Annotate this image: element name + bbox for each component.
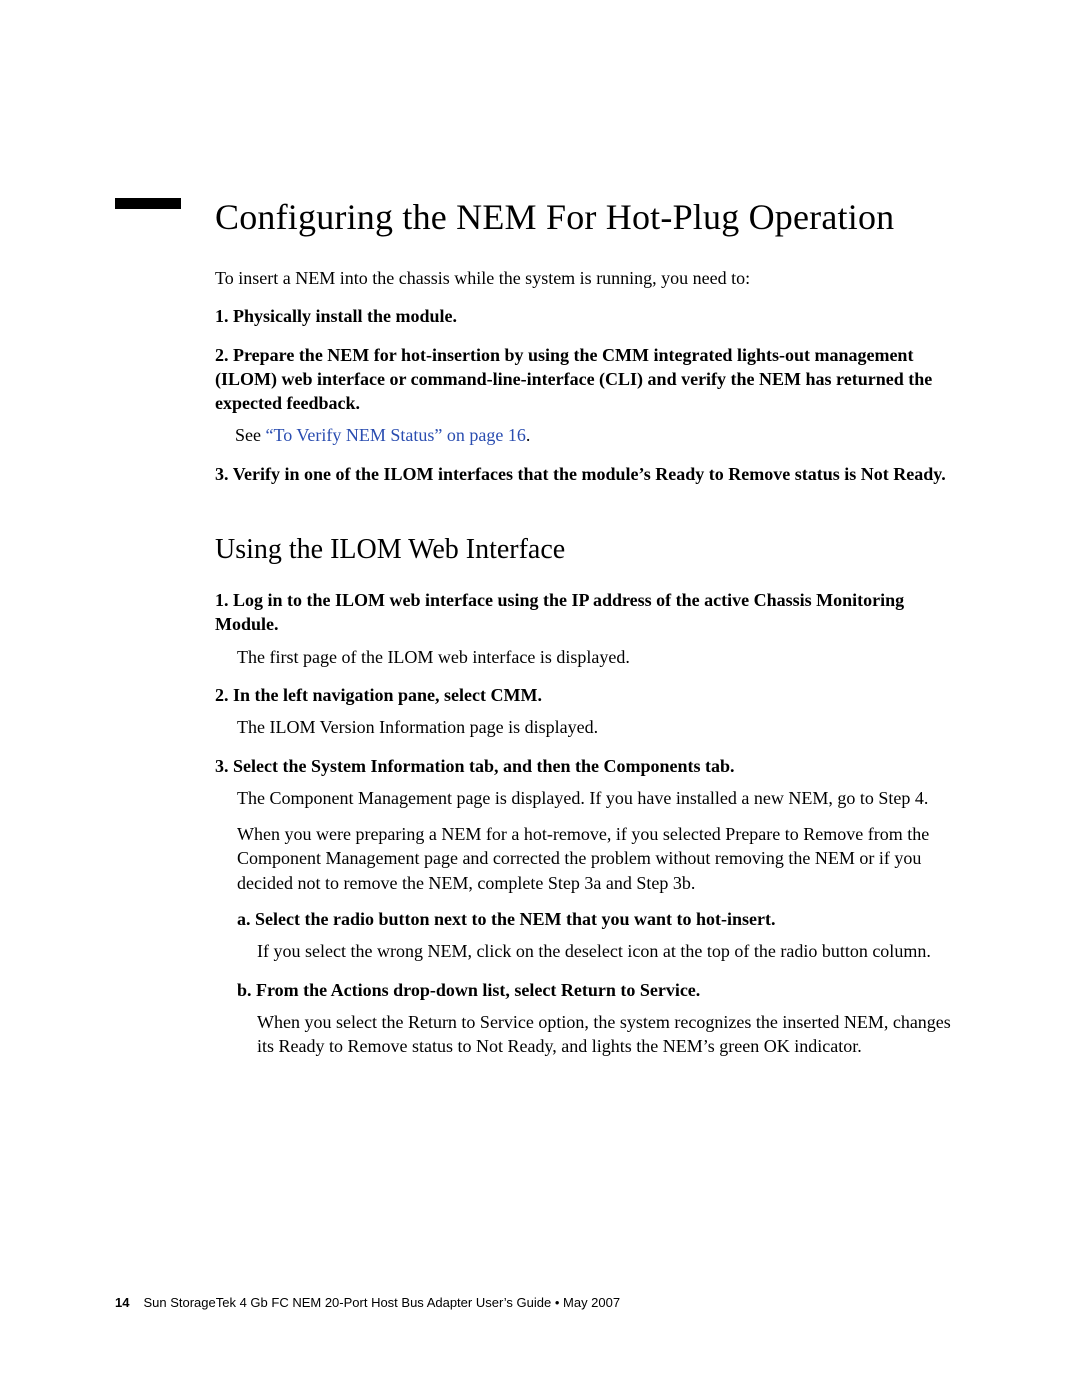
see-suffix: . (526, 425, 531, 445)
section-subheading: Using the ILOM Web Interface (215, 534, 960, 566)
cross-reference-link[interactable]: “To Verify NEM Status” on page 16 (266, 425, 526, 445)
web-step-1: Log in to the ILOM web interface using t… (215, 588, 960, 669)
web-step-3-desc2: When you were preparing a NEM for a hot-… (237, 822, 960, 895)
web-substep-b: From the Actions drop-down list, select … (237, 978, 960, 1059)
web-step-list: Log in to the ILOM web interface using t… (215, 588, 960, 1058)
page-number: 14 (115, 1295, 129, 1310)
web-step-2: In the left navigation pane, select CMM.… (215, 683, 960, 740)
main-step-2-text: Prepare the NEM for hot-insertion by usi… (215, 345, 932, 414)
web-step-3-desc1: The Component Management page is display… (237, 786, 960, 810)
web-substep-b-head: From the Actions drop-down list, select … (237, 978, 960, 1002)
web-step-3-head: Select the System Information tab, and t… (215, 754, 960, 778)
web-step-2-head: In the left navigation pane, select CMM. (215, 683, 960, 707)
web-substep-a-head: Select the radio button next to the NEM … (237, 907, 960, 931)
section-marker (115, 198, 181, 209)
main-step-2: Prepare the NEM for hot-insertion by usi… (215, 343, 960, 448)
web-substep-list: Select the radio button next to the NEM … (237, 907, 960, 1058)
web-step-3: Select the System Information tab, and t… (215, 754, 960, 1059)
web-substep-a: Select the radio button next to the NEM … (237, 907, 960, 964)
web-step-1-head: Log in to the ILOM web interface using t… (215, 588, 960, 637)
document-page: Configuring the NEM For Hot-Plug Operati… (0, 0, 1080, 1397)
main-step-1: Physically install the module. (215, 304, 960, 328)
intro-paragraph: To insert a NEM into the chassis while t… (215, 266, 960, 290)
see-prefix: See (235, 425, 266, 445)
main-step-3-text: Verify in one of the ILOM interfaces tha… (233, 464, 946, 484)
web-step-1-desc: The first page of the ILOM web interface… (237, 645, 960, 669)
footer-text: Sun StorageTek 4 Gb FC NEM 20-Port Host … (143, 1295, 620, 1310)
page-footer: 14 Sun StorageTek 4 Gb FC NEM 20-Port Hos… (115, 1295, 620, 1310)
main-step-1-text: Physically install the module. (233, 306, 457, 326)
web-substep-a-desc: If you select the wrong NEM, click on th… (257, 939, 960, 963)
see-reference: See “To Verify NEM Status” on page 16. (215, 423, 960, 447)
web-substep-b-desc: When you select the Return to Service op… (257, 1010, 960, 1059)
web-step-2-desc: The ILOM Version Information page is dis… (237, 715, 960, 739)
main-step-list: Physically install the module. Prepare t… (215, 304, 960, 486)
page-heading: Configuring the NEM For Hot-Plug Operati… (215, 195, 960, 240)
main-step-3: Verify in one of the ILOM interfaces tha… (215, 462, 960, 486)
